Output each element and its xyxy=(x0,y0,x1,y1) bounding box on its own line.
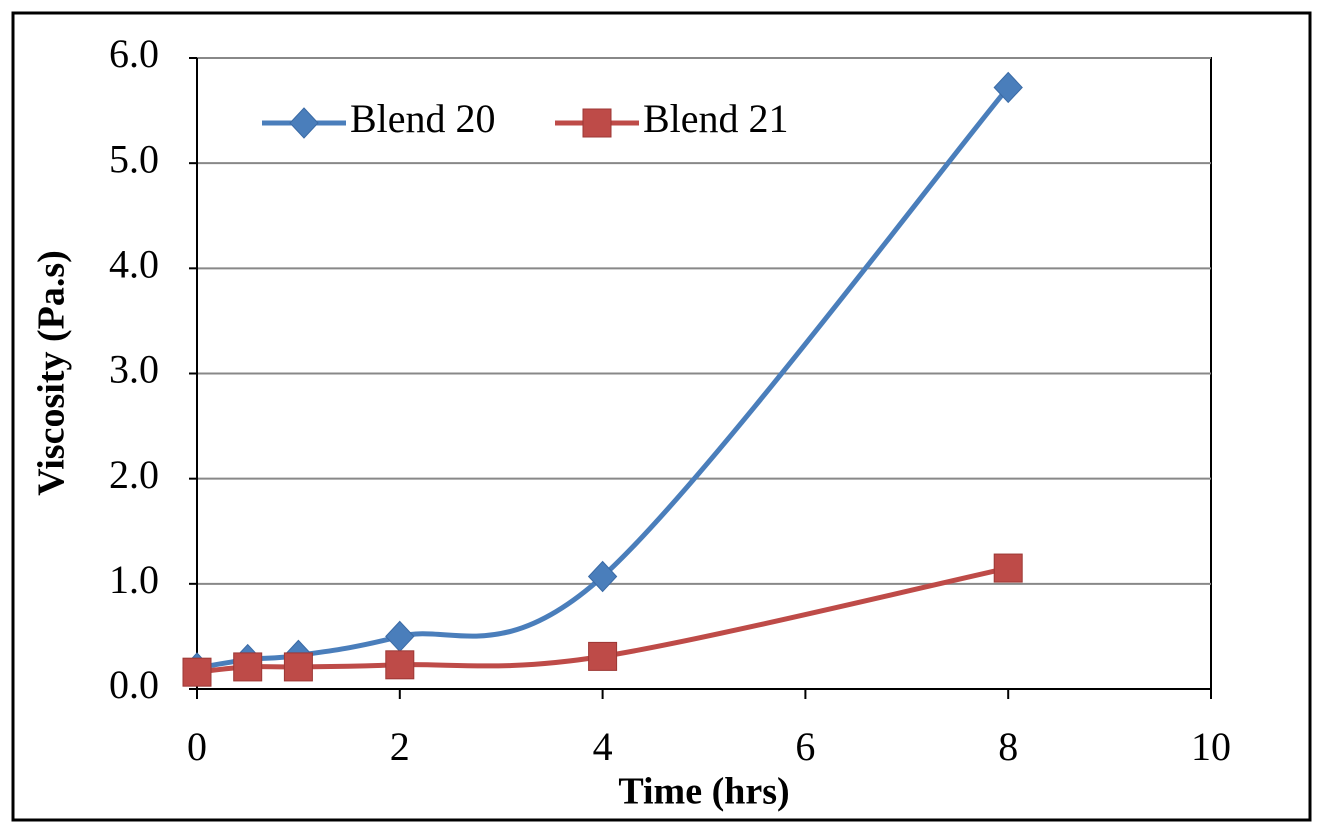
marker xyxy=(993,71,1023,104)
marker xyxy=(233,652,263,682)
y-tick-label: 5.0 xyxy=(109,136,159,181)
y-tick-label: 0.0 xyxy=(109,662,159,707)
marker xyxy=(587,560,618,593)
x-tick-label: 0 xyxy=(187,724,207,769)
marker xyxy=(588,641,618,671)
x-tick-label: 2 xyxy=(390,724,410,769)
marker xyxy=(582,108,612,138)
x-tick-label: 4 xyxy=(593,724,613,769)
y-tick-label: 6.0 xyxy=(109,31,159,76)
y-tick-label: 4.0 xyxy=(109,242,159,287)
y-tick-label: 2.0 xyxy=(109,452,159,497)
marker xyxy=(289,107,319,139)
marker xyxy=(385,650,415,680)
marker xyxy=(283,652,313,682)
y-tick-label: 3.0 xyxy=(109,347,159,392)
legend-label: Blend 21 xyxy=(643,96,789,141)
x-axis-title: Time (hrs) xyxy=(618,771,789,813)
x-tick-label: 8 xyxy=(998,724,1018,769)
marker xyxy=(993,553,1023,583)
y-tick-label: 1.0 xyxy=(109,557,159,602)
x-tick-label: 6 xyxy=(795,724,815,769)
marker xyxy=(182,657,212,687)
y-axis-title: Viscosity (Pa.s) xyxy=(31,250,73,496)
x-tick-label: 10 xyxy=(1191,724,1231,769)
legend-label: Blend 20 xyxy=(350,96,496,141)
